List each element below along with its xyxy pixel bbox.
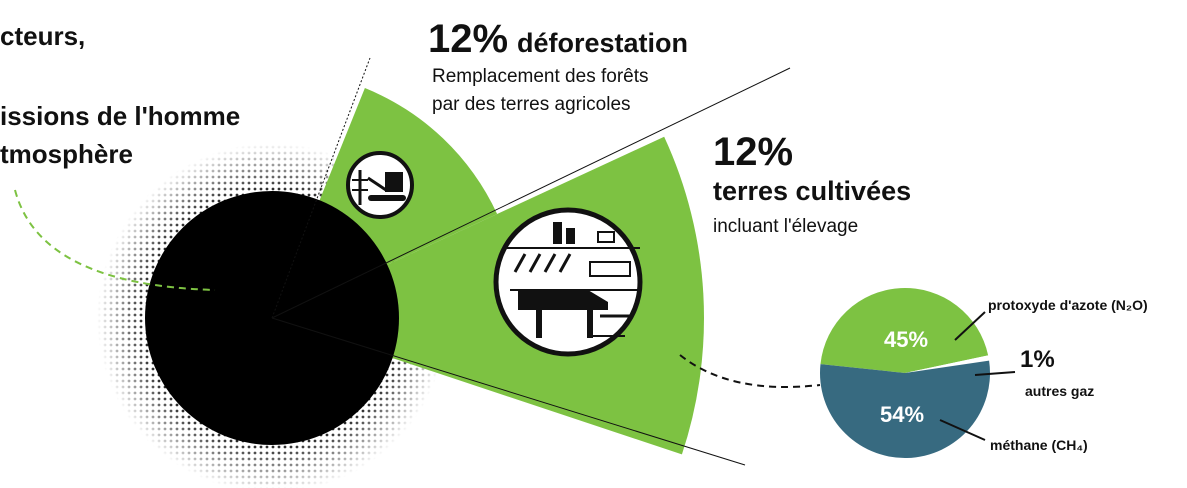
description: incluant l'élevage [713, 216, 858, 237]
value-label: 12% [713, 130, 793, 174]
deforestation-icon [348, 153, 412, 217]
category-label: déforestation [517, 28, 688, 58]
category-label: méthane (CH₄) [990, 437, 1088, 453]
annotation: cteurs, [0, 21, 85, 51]
description: Remplacement des forêts [432, 66, 649, 87]
value-label: 54% [880, 402, 924, 427]
annotation: issions de l'homme [0, 101, 240, 131]
category-label: protoxyde d'azote (N₂O) [988, 297, 1148, 313]
value-label: 1% [1020, 346, 1055, 373]
infographic: cteurs, issions de l'homme tmosphère 12%… [0, 0, 1187, 488]
value-label: 45% [884, 327, 928, 352]
category-label: terres cultivées [713, 176, 911, 206]
annotation: tmosphère [0, 139, 133, 169]
farming-icon [496, 210, 640, 354]
category-label: autres gaz [1025, 383, 1094, 399]
value-label: 12% [428, 17, 508, 61]
description: par des terres agricoles [432, 94, 631, 115]
